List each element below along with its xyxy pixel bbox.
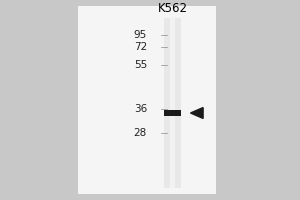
Text: 28: 28 [134,128,147,138]
Text: 55: 55 [134,60,147,70]
Text: 36: 36 [134,104,147,114]
Text: 72: 72 [134,42,147,52]
Bar [170,18,175,188]
Bar [164,18,181,188]
Bar [164,110,181,116]
Polygon shape [190,108,203,118]
Bar [78,6,216,194]
Text: K562: K562 [158,2,188,16]
Text: 95: 95 [134,30,147,40]
